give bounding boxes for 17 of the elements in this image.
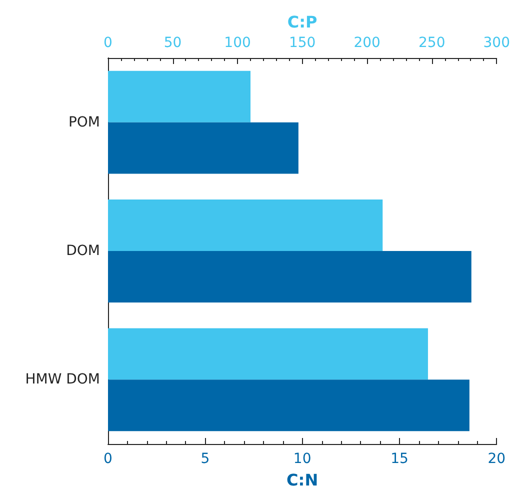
y-tick-label: POM	[68, 114, 100, 130]
x2-tick-label: 100	[224, 35, 251, 51]
y-tick-label: HMW DOM	[25, 372, 100, 388]
x-tick-label: 10	[293, 451, 312, 467]
x-tick-label: 0	[104, 451, 112, 467]
x2-tick-label: 200	[354, 35, 380, 51]
x2-tick-label: 0	[104, 35, 112, 51]
x-tick-label: 5	[200, 451, 210, 467]
x-tick-label: 20	[488, 451, 506, 467]
x2-axis-title: C:P	[287, 12, 318, 32]
y-tick-label: DOM	[66, 243, 100, 259]
x-axis-title: C:N	[286, 470, 318, 490]
x2-tick-label: 150	[288, 35, 316, 51]
x2-tick-label: 300	[483, 35, 510, 51]
x2-tick-label: 50	[164, 35, 182, 51]
x2-tick-label: 250	[418, 35, 446, 51]
x-tick-label: 15	[390, 451, 408, 467]
